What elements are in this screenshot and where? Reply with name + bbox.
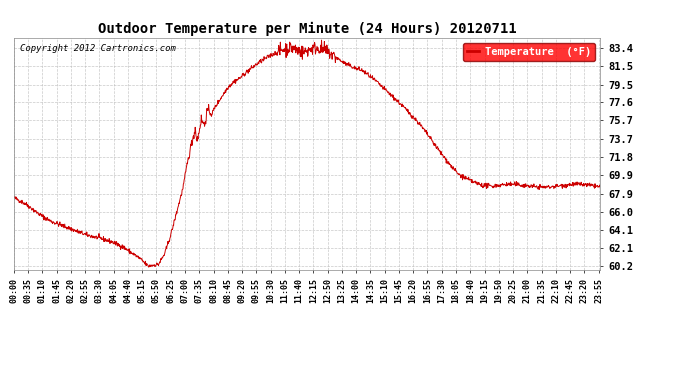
Text: Copyright 2012 Cartronics.com: Copyright 2012 Cartronics.com — [19, 45, 175, 54]
Title: Outdoor Temperature per Minute (24 Hours) 20120711: Outdoor Temperature per Minute (24 Hours… — [98, 22, 516, 36]
Legend: Temperature  (°F): Temperature (°F) — [463, 43, 595, 61]
